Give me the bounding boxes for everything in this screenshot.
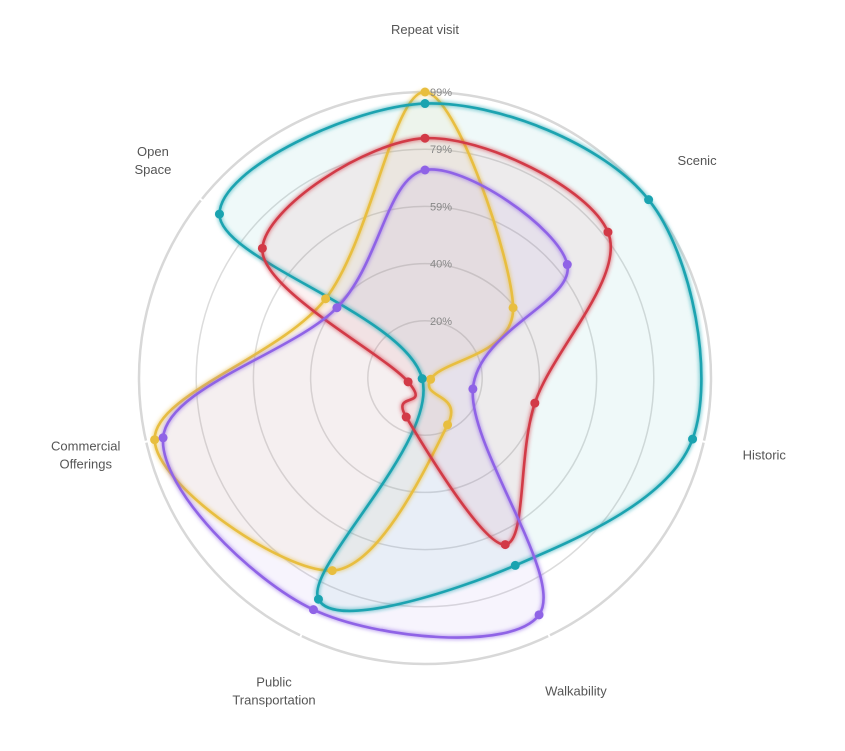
data-point-0-2[interactable] — [426, 374, 436, 384]
series-line-2 — [261, 136, 612, 546]
data-point-2-6[interactable] — [257, 243, 267, 253]
data-point-3-3[interactable] — [534, 610, 544, 620]
axis-notch — [698, 439, 709, 444]
grid-ring — [367, 320, 483, 436]
data-point-2-4[interactable] — [401, 412, 411, 422]
axis-label-line: Repeat visit — [391, 22, 459, 37]
axis-label: Repeat visit — [391, 22, 459, 37]
data-point-3-5[interactable] — [158, 433, 168, 443]
axis-labels: Repeat visit Scenic Historic Walkability Pub… — [51, 22, 786, 708]
tick-labels: 20% 40% 59% 79% 99% — [430, 87, 452, 328]
data-point-3-4[interactable] — [308, 605, 318, 615]
axis-label-line: Space — [134, 162, 171, 177]
data-point-0-4[interactable] — [327, 566, 337, 576]
axis-label-line: Public — [256, 675, 292, 690]
axis-label: Commercial Offerings — [51, 438, 120, 471]
axis-label-line: Commercial — [51, 438, 120, 453]
axis-label: Historic — [743, 447, 787, 462]
data-point-2-2[interactable] — [530, 398, 540, 408]
series-area-3 — [162, 169, 568, 638]
axis-label-line: Open — [137, 144, 169, 159]
axis-notch — [196, 195, 206, 204]
tick-label: 40% — [430, 259, 452, 271]
axis-label: Scenic — [678, 153, 718, 168]
data-point-1-4[interactable] — [313, 594, 323, 604]
axis-label: Public Transportation — [232, 675, 315, 708]
data-point-1-6[interactable] — [214, 209, 224, 219]
data-point-0-3[interactable] — [443, 420, 453, 430]
tick-label: 79% — [430, 144, 452, 156]
series-areas — [154, 91, 702, 638]
axis-label: Walkability — [545, 684, 607, 699]
data-point-2-1[interactable] — [603, 227, 613, 237]
data-point-3-0[interactable] — [420, 165, 430, 175]
data-point-3-2[interactable] — [468, 384, 478, 394]
data-point-1-5[interactable] — [417, 374, 427, 384]
grid-ring — [252, 205, 598, 551]
series-area-1 — [219, 103, 702, 611]
data-point-0-0[interactable] — [420, 87, 430, 97]
axis-notch — [141, 439, 152, 444]
data-point-1-3[interactable] — [510, 560, 520, 570]
axis-notch — [297, 630, 304, 641]
data-point-3-1[interactable] — [562, 260, 572, 270]
data-point-1-1[interactable] — [644, 195, 654, 205]
data-point-1-0[interactable] — [420, 99, 430, 109]
tick-label: 99% — [430, 87, 452, 99]
grid-ring — [195, 148, 655, 608]
series-area-2 — [262, 138, 611, 545]
tick-label: 20% — [430, 316, 452, 328]
data-point-0-5[interactable] — [150, 435, 160, 445]
data-point-2-3[interactable] — [500, 540, 510, 550]
series-points — [150, 87, 698, 620]
axis-label-line: Transportation — [232, 693, 315, 708]
grid-ring — [309, 262, 541, 494]
data-point-0-1[interactable] — [508, 303, 518, 313]
data-point-2-0[interactable] — [420, 133, 430, 143]
axis-label-line: Offerings — [59, 456, 112, 471]
series-line-3 — [161, 168, 569, 639]
axis-label-line: Scenic — [678, 153, 718, 168]
data-point-2-5[interactable] — [403, 377, 413, 387]
series-area-0 — [154, 91, 514, 571]
data-point-1-2[interactable] — [688, 434, 698, 444]
axis-notch — [546, 630, 553, 641]
tick-label: 59% — [430, 201, 452, 213]
axis-label-line: Walkability — [545, 684, 607, 699]
data-point-0-6[interactable] — [321, 294, 331, 304]
series-line-1 — [218, 102, 703, 613]
axis-label: Open Space — [134, 144, 171, 177]
axis-label-line: Historic — [743, 447, 787, 462]
data-point-3-6[interactable] — [332, 303, 342, 313]
